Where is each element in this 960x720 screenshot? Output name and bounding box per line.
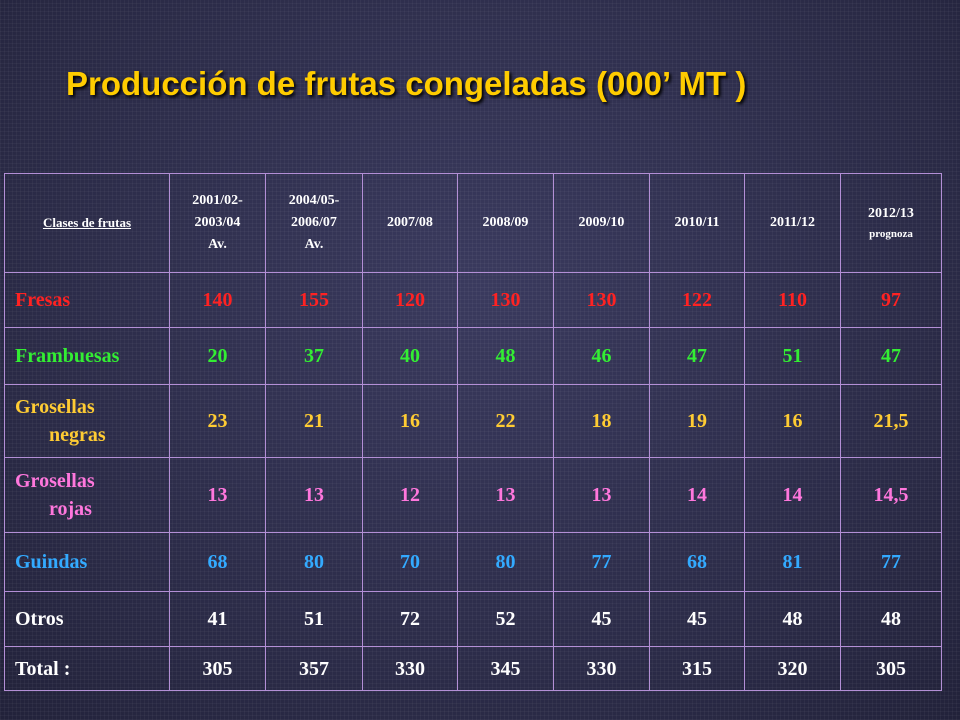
header-col-8-note: prognoza bbox=[869, 228, 913, 240]
cell-frambuesas-5: 46 bbox=[553, 327, 650, 385]
header-col-2-line-1: 2004/05- bbox=[288, 193, 340, 208]
cell-otros-7: 48 bbox=[744, 591, 841, 647]
cell-fresas-5: 130 bbox=[553, 272, 650, 328]
cell-frambuesas-3: 40 bbox=[362, 327, 458, 385]
cell-fresas-1: 140 bbox=[169, 272, 266, 328]
row-label-grosellas-rojas-line-1: Grosellas bbox=[15, 470, 95, 492]
header-col-1-line-2: 2003/04 bbox=[194, 215, 241, 230]
cell-grosellas-rojas-4: 13 bbox=[457, 457, 554, 533]
header-col-1: 2001/02- 2003/04 Av. bbox=[169, 173, 266, 273]
header-col-1-line-1: 2001/02- bbox=[192, 193, 243, 208]
cell-otros-8: 48 bbox=[840, 591, 942, 647]
cell-frambuesas-4: 48 bbox=[457, 327, 554, 385]
row-label-guindas: Guindas bbox=[4, 532, 170, 592]
row-grosellas-rojas: Grosellas rojas 13 13 12 13 13 14 14 14,… bbox=[4, 457, 942, 533]
cell-frambuesas-2: 37 bbox=[265, 327, 363, 385]
cell-total-2: 357 bbox=[265, 646, 363, 691]
cell-fresas-3: 120 bbox=[362, 272, 458, 328]
header-col-6: 2010/11 bbox=[649, 173, 745, 273]
cell-total-5: 330 bbox=[553, 646, 650, 691]
cell-fresas-8: 97 bbox=[840, 272, 942, 328]
header-row: Clases de frutas 2001/02- 2003/04 Av. 20… bbox=[4, 173, 942, 273]
cell-grosellas-negras-3: 16 bbox=[362, 384, 458, 458]
cell-grosellas-rojas-8: 14,5 bbox=[840, 457, 942, 533]
header-col-4: 2008/09 bbox=[457, 173, 554, 273]
header-col-1-line-3: Av. bbox=[208, 237, 227, 252]
header-col-2: 2004/05- 2006/07 Av. bbox=[265, 173, 363, 273]
row-label-otros: Otros bbox=[4, 591, 170, 647]
cell-grosellas-negras-1: 23 bbox=[169, 384, 266, 458]
cell-grosellas-negras-6: 19 bbox=[649, 384, 745, 458]
cell-total-4: 345 bbox=[457, 646, 554, 691]
cell-grosellas-rojas-7: 14 bbox=[744, 457, 841, 533]
cell-total-8: 305 bbox=[840, 646, 942, 691]
header-corner: Clases de frutas bbox=[4, 173, 170, 273]
cell-frambuesas-6: 47 bbox=[649, 327, 745, 385]
cell-otros-5: 45 bbox=[553, 591, 650, 647]
row-fresas: Fresas 140 155 120 130 130 122 110 97 bbox=[4, 272, 942, 328]
row-frambuesas: Frambuesas 20 37 40 48 46 47 51 47 bbox=[4, 327, 942, 385]
cell-otros-6: 45 bbox=[649, 591, 745, 647]
header-col-2-line-2: 2006/07 bbox=[291, 215, 337, 230]
header-col-7: 2011/12 bbox=[744, 173, 841, 273]
row-label-fresas: Fresas bbox=[4, 272, 170, 328]
cell-grosellas-rojas-1: 13 bbox=[169, 457, 266, 533]
row-label-grosellas-negras: Grosellas negras bbox=[4, 384, 170, 458]
cell-total-7: 320 bbox=[744, 646, 841, 691]
cell-grosellas-negras-8: 21,5 bbox=[840, 384, 942, 458]
cell-grosellas-rojas-2: 13 bbox=[265, 457, 363, 533]
row-label-grosellas-rojas: Grosellas rojas bbox=[4, 457, 170, 533]
cell-guindas-3: 70 bbox=[362, 532, 458, 592]
cell-fresas-6: 122 bbox=[649, 272, 745, 328]
slide-title: Producción de frutas congeladas (000’ MT… bbox=[66, 65, 747, 102]
cell-otros-4: 52 bbox=[457, 591, 554, 647]
cell-grosellas-negras-7: 16 bbox=[744, 384, 841, 458]
cell-grosellas-negras-5: 18 bbox=[553, 384, 650, 458]
production-table: Clases de frutas 2001/02- 2003/04 Av. 20… bbox=[4, 173, 942, 691]
cell-grosellas-negras-4: 22 bbox=[457, 384, 554, 458]
cell-otros-3: 72 bbox=[362, 591, 458, 647]
cell-guindas-4: 80 bbox=[457, 532, 554, 592]
cell-grosellas-rojas-6: 14 bbox=[649, 457, 745, 533]
row-total: Total : 305 357 330 345 330 315 320 305 bbox=[4, 646, 942, 691]
cell-guindas-2: 80 bbox=[265, 532, 363, 592]
row-label-frambuesas: Frambuesas bbox=[4, 327, 170, 385]
cell-fresas-7: 110 bbox=[744, 272, 841, 328]
row-label-total: Total : bbox=[4, 646, 170, 691]
row-grosellas-negras: Grosellas negras 23 21 16 22 18 19 16 21… bbox=[4, 384, 942, 458]
cell-grosellas-negras-2: 21 bbox=[265, 384, 363, 458]
row-label-grosellas-rojas-line-2: rojas bbox=[49, 498, 92, 520]
header-col-2-line-3: Av. bbox=[304, 237, 324, 252]
cell-total-1: 305 bbox=[169, 646, 266, 691]
cell-guindas-8: 77 bbox=[840, 532, 942, 592]
row-label-grosellas-negras-line-2: negras bbox=[49, 424, 106, 446]
row-guindas: Guindas 68 80 70 80 77 68 81 77 bbox=[4, 532, 942, 592]
header-col-8: 2012/13 prognoza bbox=[840, 173, 942, 273]
header-col-8-line-1: 2012/13 bbox=[868, 206, 914, 221]
header-col-5: 2009/10 bbox=[553, 173, 650, 273]
cell-guindas-6: 68 bbox=[649, 532, 745, 592]
cell-otros-1: 41 bbox=[169, 591, 266, 647]
cell-guindas-1: 68 bbox=[169, 532, 266, 592]
cell-guindas-7: 81 bbox=[744, 532, 841, 592]
cell-total-6: 315 bbox=[649, 646, 745, 691]
cell-frambuesas-7: 51 bbox=[744, 327, 841, 385]
cell-frambuesas-1: 20 bbox=[169, 327, 266, 385]
row-label-grosellas-negras-line-1: Grosellas bbox=[15, 396, 95, 418]
cell-grosellas-rojas-5: 13 bbox=[553, 457, 650, 533]
header-col-3: 2007/08 bbox=[362, 173, 458, 273]
cell-total-3: 330 bbox=[362, 646, 458, 691]
cell-frambuesas-8: 47 bbox=[840, 327, 942, 385]
cell-grosellas-rojas-3: 12 bbox=[362, 457, 458, 533]
cell-fresas-4: 130 bbox=[457, 272, 554, 328]
row-otros: Otros 41 51 72 52 45 45 48 48 bbox=[4, 591, 942, 647]
cell-otros-2: 51 bbox=[265, 591, 363, 647]
cell-fresas-2: 155 bbox=[265, 272, 363, 328]
cell-guindas-5: 77 bbox=[553, 532, 650, 592]
